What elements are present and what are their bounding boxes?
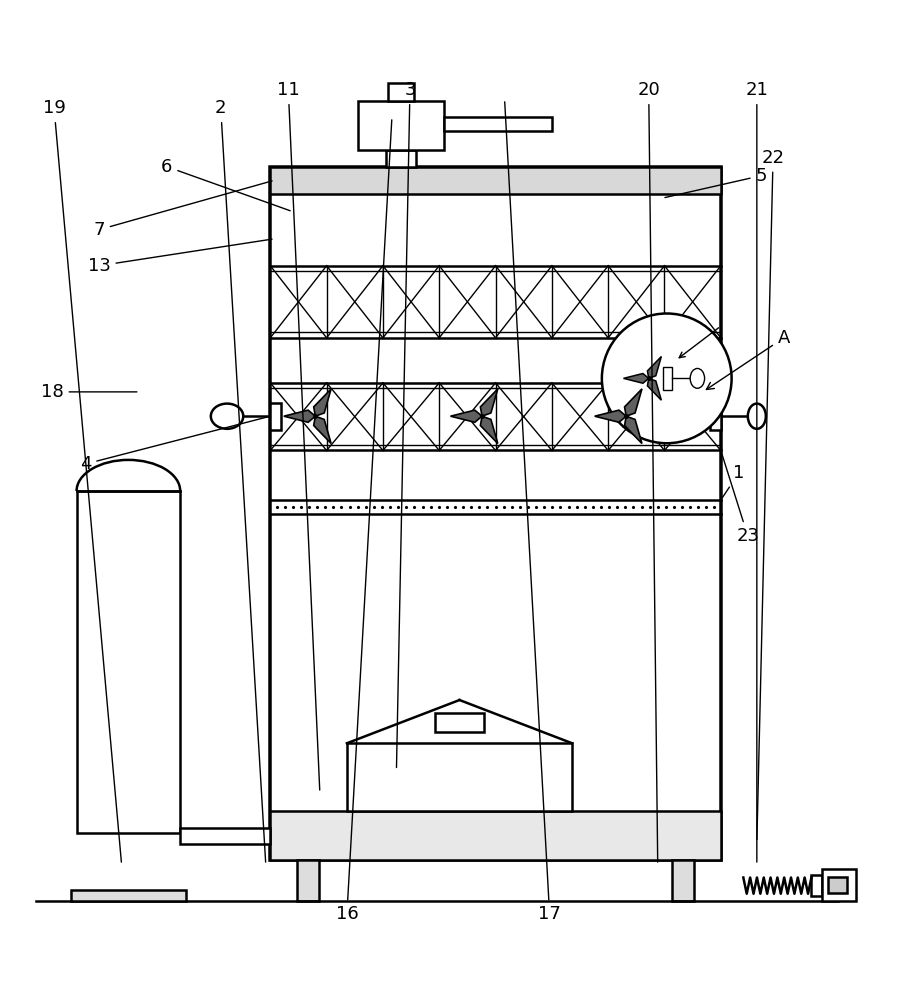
Polygon shape	[623, 374, 649, 383]
Polygon shape	[595, 410, 626, 422]
Polygon shape	[480, 389, 497, 416]
Bar	[270, 383, 721, 450]
Bar	[434, 713, 485, 732]
Bar	[663, 367, 672, 390]
Ellipse shape	[748, 404, 766, 429]
Polygon shape	[450, 410, 482, 422]
Bar	[71, 890, 186, 901]
Text: 2: 2	[215, 99, 266, 862]
Bar	[180, 828, 270, 844]
Text: 17: 17	[505, 102, 561, 923]
Bar	[443, 117, 551, 131]
Ellipse shape	[211, 404, 243, 429]
Text: A: A	[706, 329, 790, 389]
Ellipse shape	[690, 368, 705, 388]
Bar	[828, 877, 848, 893]
Polygon shape	[314, 416, 332, 444]
Bar	[270, 811, 721, 860]
Bar	[386, 150, 416, 167]
Text: 23: 23	[722, 453, 760, 545]
Text: 13: 13	[87, 239, 272, 275]
Text: 16: 16	[335, 120, 392, 923]
Bar	[297, 860, 319, 901]
Polygon shape	[624, 389, 642, 416]
Polygon shape	[648, 378, 661, 400]
Text: 7: 7	[94, 181, 272, 239]
Text: 3: 3	[396, 81, 415, 768]
Text: 18: 18	[41, 383, 137, 401]
Bar	[270, 266, 721, 338]
Bar	[388, 83, 414, 101]
Text: 5: 5	[665, 167, 767, 198]
Bar	[77, 491, 180, 833]
Bar	[359, 101, 444, 150]
Text: 4: 4	[80, 417, 268, 473]
Polygon shape	[284, 410, 315, 422]
Bar	[347, 743, 572, 811]
Bar	[270, 403, 281, 430]
Text: 21: 21	[745, 81, 769, 862]
Text: 1: 1	[723, 464, 744, 498]
Text: 11: 11	[277, 81, 320, 790]
Bar	[823, 869, 857, 901]
Text: 22: 22	[757, 149, 785, 840]
Polygon shape	[648, 357, 661, 378]
Text: 20: 20	[637, 81, 660, 862]
Text: 19: 19	[42, 99, 122, 862]
Bar	[672, 860, 694, 901]
Polygon shape	[480, 416, 497, 444]
Polygon shape	[314, 389, 332, 416]
Bar	[270, 167, 721, 860]
Polygon shape	[624, 416, 642, 444]
Text: 6: 6	[161, 158, 290, 211]
Bar	[270, 167, 721, 194]
Circle shape	[602, 313, 732, 443]
Bar	[710, 403, 721, 430]
Bar	[812, 875, 823, 896]
